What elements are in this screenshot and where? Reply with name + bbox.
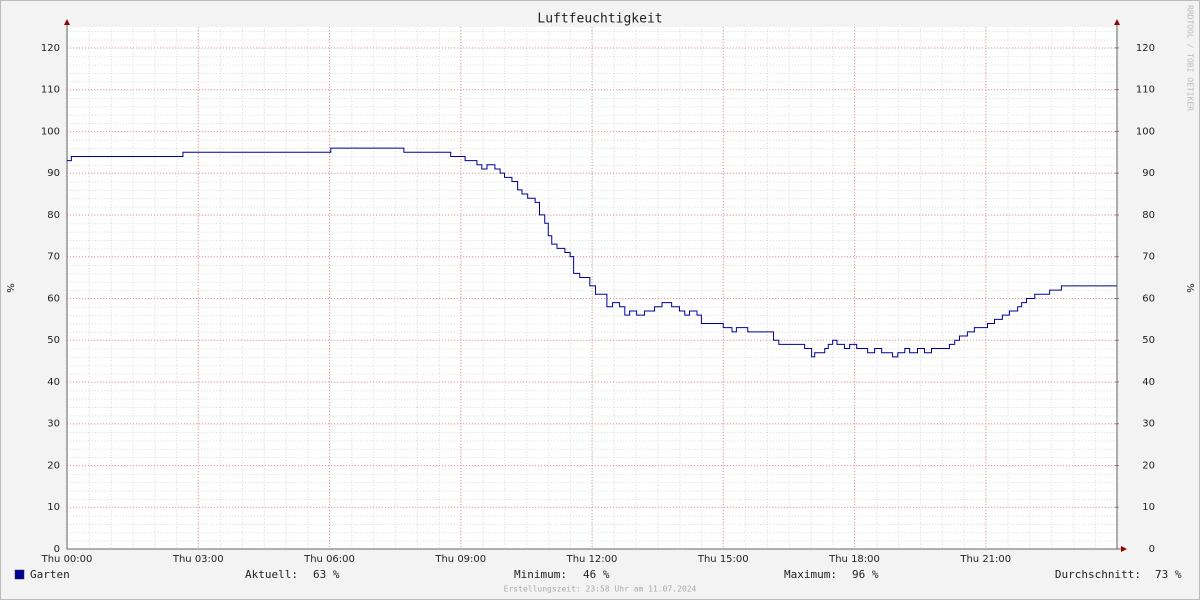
y2-tick-label: 40 (1142, 377, 1155, 388)
y2-tick-label: 120 (1136, 43, 1155, 54)
y2-tick-label: 80 (1142, 210, 1155, 221)
y-tick-label: 90 (47, 168, 60, 179)
y-tick-label: 120 (41, 43, 60, 54)
y-axis-label: % (4, 283, 15, 293)
y2-tick-label: 50 (1142, 335, 1155, 346)
y-tick-label: 60 (47, 293, 60, 304)
stat-label: Aktuell: (245, 568, 298, 581)
y2-tick-label: 100 (1136, 126, 1155, 137)
x-tick-label: Thu 09:00 (434, 554, 486, 565)
chart-title: Luftfeuchtigkeit (537, 12, 662, 27)
x-tick-label: Thu 15:00 (697, 554, 749, 565)
stat-value: 46 % (583, 568, 610, 581)
y2-tick-label: 20 (1142, 460, 1155, 471)
x-tick-label: Thu 12:00 (566, 554, 618, 565)
y-tick-label: 70 (47, 252, 60, 263)
x-tick-label: Thu 18:00 (828, 554, 880, 565)
footer: Erstellungszeit: 23:58 Uhr am 11.07.2024 (504, 585, 697, 594)
stat-label: Maximum: (784, 568, 837, 581)
y2-tick-label: 30 (1142, 419, 1155, 430)
y-tick-label: 40 (47, 377, 60, 388)
y-tick-label: 20 (47, 460, 60, 471)
y-tick-label: 30 (47, 419, 60, 430)
x-tick-label: Thu 00:00 (41, 554, 93, 565)
stat-value: 96 % (852, 568, 879, 581)
watermark: RRDTOOL / TOBI OETIKER (1186, 5, 1195, 111)
y2-axis-label: % (1184, 283, 1195, 293)
stat-value: 63 % (313, 568, 340, 581)
y-tick-label: 80 (47, 210, 60, 221)
stat-value: 73 % (1155, 568, 1182, 581)
y-tick-label: 110 (41, 85, 60, 96)
y2-tick-label: 0 (1149, 544, 1155, 555)
x-tick-label: Thu 03:00 (172, 554, 224, 565)
data-line (67, 147, 1117, 358)
y2-tick-label: 10 (1142, 502, 1155, 513)
y2-tick-label: 60 (1142, 293, 1155, 304)
y2-tick-label: 110 (1136, 85, 1155, 96)
y-tick-label: 50 (47, 335, 60, 346)
stat-label: Durchschnitt: (1055, 568, 1141, 581)
y-tick-label: 10 (47, 502, 60, 513)
y2-tick-label: 70 (1142, 252, 1155, 263)
axes (66, 21, 1123, 550)
y-tick-label: 100 (41, 126, 60, 137)
y2-tick-label: 90 (1142, 168, 1155, 179)
y-tick-label: 0 (54, 544, 60, 555)
x-tick-label: Thu 06:00 (303, 554, 355, 565)
stat-label: Minimum: (514, 568, 567, 581)
legend-swatch (14, 569, 25, 580)
x-tick-label: Thu 21:00 (959, 554, 1011, 565)
legend-label: Garten (30, 568, 70, 581)
